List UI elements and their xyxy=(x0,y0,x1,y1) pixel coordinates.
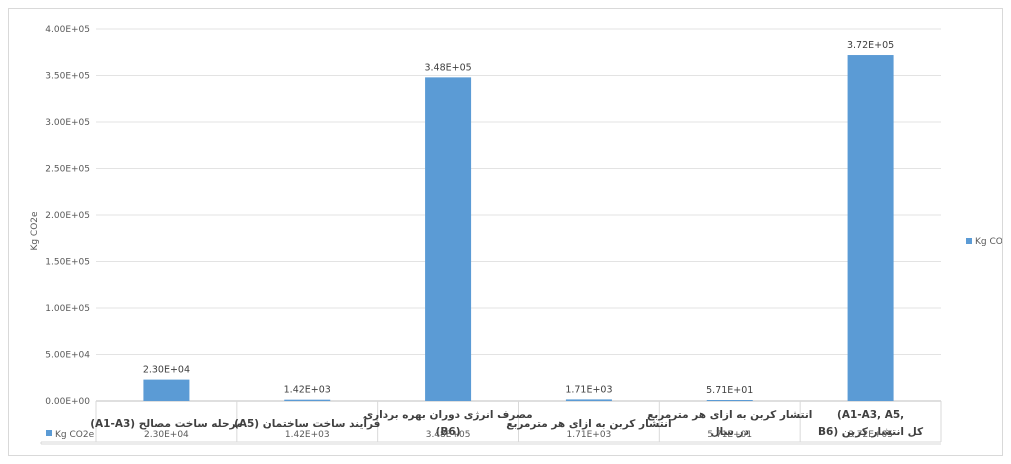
data-label: 1.71E+03 xyxy=(565,384,612,395)
y-tick-label: 2.50E+05 xyxy=(45,165,90,175)
bar xyxy=(425,77,472,402)
bar xyxy=(143,379,190,401)
table-cell-value: 2.30E+04 xyxy=(144,430,189,440)
data-label: 1.42E+03 xyxy=(284,385,331,396)
table-legend-key xyxy=(46,430,52,436)
bar-chart: 0.00E+00 5.00E+04 1.00E+05 1.50E+05 2.00E+05… xyxy=(30,25,1011,445)
legend: Kg CO2e xyxy=(966,237,1011,247)
bars xyxy=(143,55,894,402)
gridlines xyxy=(96,28,941,402)
category-label: (A5) فرآیند ساخت ساختمان xyxy=(234,417,380,430)
table-cell-value: 3.48E+05 xyxy=(426,430,471,440)
y-tick-label: 3.00E+05 xyxy=(45,118,90,128)
y-tick-label: 2.00E+05 xyxy=(45,211,90,221)
bar xyxy=(284,399,331,401)
data-label: 3.48E+05 xyxy=(424,62,471,73)
y-tick-label: 5.00E+04 xyxy=(45,351,90,361)
table-cell-value: 3.72E+05 xyxy=(848,430,893,440)
y-tick-label: 0.00E+00 xyxy=(45,397,90,407)
y-tick-labels: 0.00E+00 5.00E+04 1.00E+05 1.50E+05 2.00E+05… xyxy=(45,25,90,407)
data-label: 5.71E+01 xyxy=(706,385,753,396)
data-label: 2.30E+04 xyxy=(143,365,190,376)
category-label: B6) کل انتشار کربن xyxy=(818,426,924,438)
legend-label: Kg CO2e xyxy=(975,237,1002,247)
category-label: انتشار کربن به ازای هر مترمربع xyxy=(647,409,812,421)
bar xyxy=(706,400,753,401)
category-label: (B6) xyxy=(436,426,461,438)
chart-frame: 0.00E+00 5.00E+04 1.00E+05 1.50E+05 2.00E+05… xyxy=(8,8,1011,456)
data-labels: 2.30E+04 1.42E+03 3.48E+05 1.71E+03 5.71E+01… xyxy=(143,40,894,396)
category-label: در سال xyxy=(711,426,750,438)
y-axis-label: Kg CO2e xyxy=(30,211,40,251)
y-tick-label: 3.50E+05 xyxy=(45,72,90,82)
y-tick-label: 1.50E+05 xyxy=(45,258,90,268)
table-cell-value: 5.71E+01 xyxy=(707,430,752,440)
table-series-name: Kg CO2e xyxy=(55,430,95,440)
bar xyxy=(565,399,612,401)
legend-key xyxy=(966,238,972,244)
category-label: (A1-A3) مرحله ساخت مصالح xyxy=(90,418,242,430)
bar xyxy=(847,55,894,401)
category-label: مصرف انرژی دوران بهره برداری xyxy=(363,409,532,421)
y-tick-label: 4.00E+05 xyxy=(45,25,90,35)
data-label: 3.72E+05 xyxy=(847,40,894,51)
table-cell-value: 1.42E+03 xyxy=(285,430,330,440)
y-tick-label: 1.00E+05 xyxy=(45,304,90,314)
category-label: انتشار کربن به ازای هر مترمربع xyxy=(506,418,671,430)
category-label: (A1-A3, A5, xyxy=(837,409,904,421)
table-cell-value: 1.71E+03 xyxy=(567,430,612,440)
